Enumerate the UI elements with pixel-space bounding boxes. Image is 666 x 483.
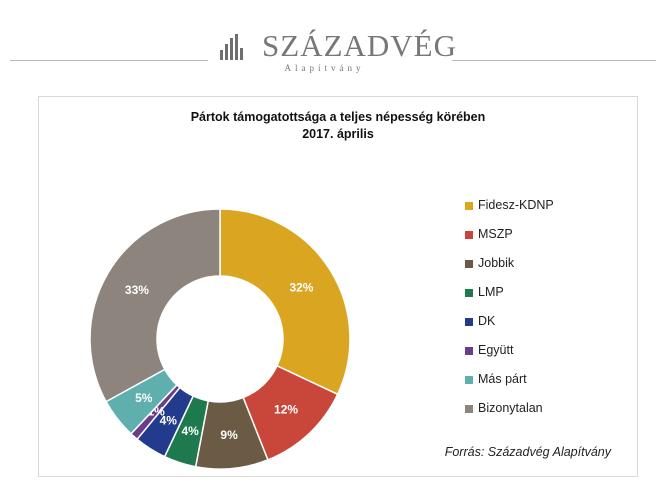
logo-name: SZÁZADVÉG [262,28,457,63]
legend-label: DK [478,314,496,328]
slice-label-jobbik: 9% [220,428,238,442]
donut-chart: 32%12%9%4%4%1%5%33% [89,208,351,470]
legend-swatch [465,405,473,413]
slice-label-mszp: 12% [274,402,298,416]
legend-label: Más párt [478,372,527,386]
legend-label: Együtt [478,343,514,357]
legend-swatch [465,260,473,268]
slice-label-fidesz-kdnp: 32% [289,280,313,294]
logo-header: SZÁZADVÉG Alapítvány [0,22,666,82]
logo-bars-icon [220,34,244,60]
slice-label-lmp: 4% [182,424,200,438]
legend-label: LMP [478,285,504,299]
legend-swatch [465,376,473,384]
chart-title-line2: 2017. április [302,127,374,141]
slice-fidesz-kdnp [219,208,351,396]
legend-swatch [465,318,473,326]
legend-label: Bizonytalan [478,401,543,415]
logo-divider-right [452,60,656,61]
legend-swatch [465,231,473,239]
legend-swatch [465,289,473,297]
logo-divider-left [10,60,208,61]
slice-label-bizonytalan: 33% [125,283,149,297]
legend-swatch [465,202,473,210]
legend-label: Jobbik [478,256,515,270]
slice-label-m-s-p-rt: 5% [135,391,153,405]
logo-subtitle: Alapítvány [284,63,365,73]
chart-frame: Pártok támogatottsága a teljes népesség … [38,96,638,477]
slice-bizonytalan [89,208,221,403]
slice-label-dk: 4% [160,413,178,427]
legend-label: MSZP [478,227,513,241]
chart-title: Pártok támogatottsága a teljes népesség … [39,109,637,143]
chart-title-line1: Pártok támogatottsága a teljes népesség … [190,110,486,124]
source-note: Forrás: Századvég Alapítvány [444,445,611,459]
legend-swatch [465,347,473,355]
legend-label: Fidesz-KDNP [478,198,554,212]
